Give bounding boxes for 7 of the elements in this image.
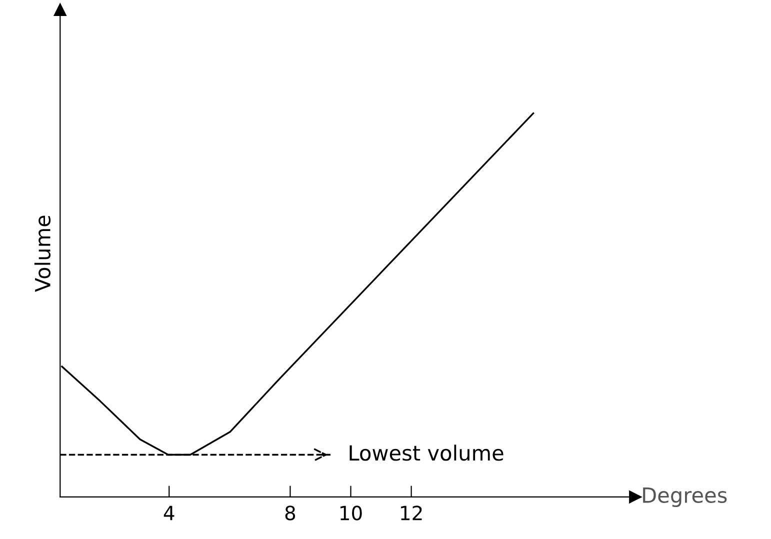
x-tick-label: 10 (340, 506, 362, 520)
x-tick-label: 4 (164, 506, 174, 520)
ref-line-label: Lowest volume (350, 444, 504, 461)
x-tick-label: 8 (285, 506, 296, 520)
x-tick-label: 12 (401, 506, 422, 520)
y-axis-title: Volume (34, 216, 51, 292)
x-axis-title: Degrees (643, 488, 727, 508)
